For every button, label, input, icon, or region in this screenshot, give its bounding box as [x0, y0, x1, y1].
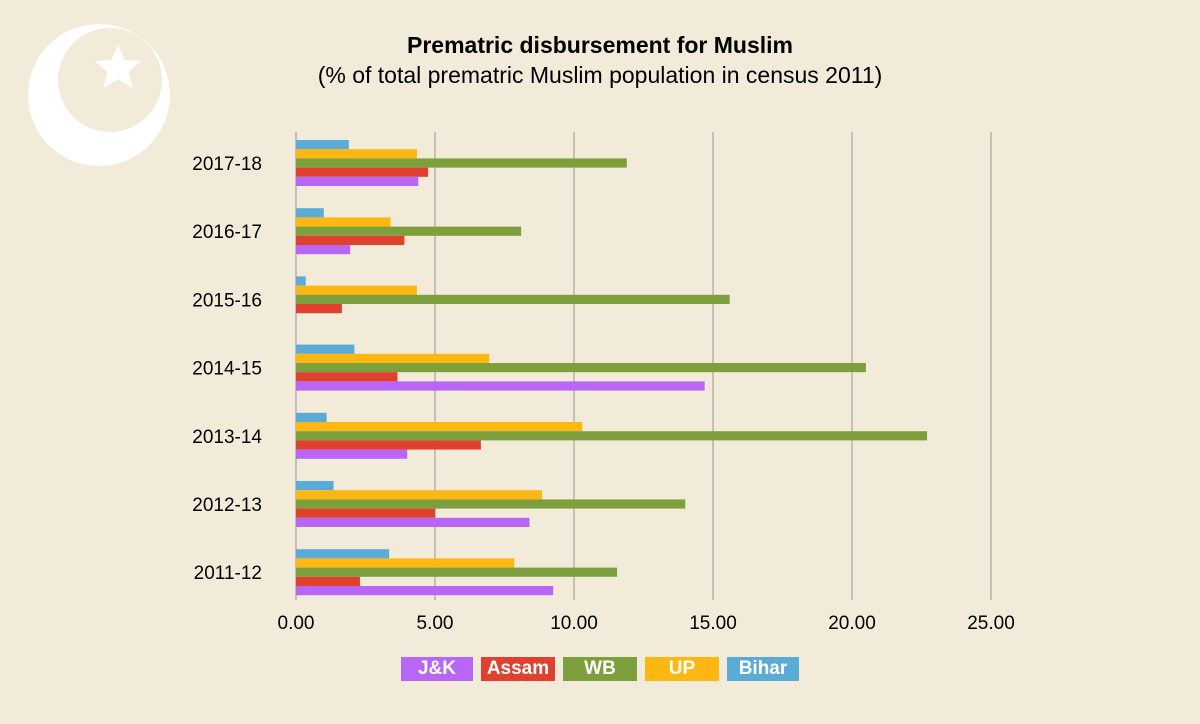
y-axis-labels: 2017-18 2016-17 2015-16 2014-15 2013-14 2012-… [192, 154, 262, 584]
bar-up-2016-17 [296, 217, 391, 227]
bar-assam-2015-16 [296, 304, 342, 314]
bar-assam-2012-13 [296, 508, 435, 518]
x-tick-label: 15.00 [689, 613, 737, 634]
legend-item-wb: WB [563, 657, 637, 681]
bar-wb-2015-16 [296, 294, 730, 304]
bar-bihar-2017-18 [296, 140, 349, 150]
bar-up-2015-16 [296, 285, 417, 295]
bar-assam-2016-17 [296, 235, 405, 245]
chart-legend: J&K Assam WB UP Bihar [0, 657, 1200, 681]
y-category-label: 2013-14 [192, 427, 262, 448]
legend-item-up: UP [645, 657, 719, 681]
legend-item-assam: Assam [481, 657, 555, 681]
x-tick-label: 5.00 [417, 613, 454, 634]
bar-assam-2011-12 [296, 576, 360, 586]
bar-wb-2017-18 [296, 158, 627, 168]
y-category-label: 2012-13 [192, 495, 262, 516]
bar-jk-2012-13 [296, 517, 530, 527]
bar-assam-2013-14 [296, 440, 481, 450]
bar-up-2011-12 [296, 558, 515, 568]
bar-bihar-2012-13 [296, 481, 334, 491]
x-tick-label: 0.00 [278, 613, 315, 634]
bar-up-2017-18 [296, 149, 417, 159]
bar-wb-2014-15 [296, 363, 866, 373]
x-axis-labels: 0.00 5.00 10.00 15.00 20.00 25.00 [278, 613, 1015, 634]
bar-jk-2014-15 [296, 381, 705, 391]
legend-item-jk: J&K [401, 657, 473, 681]
y-category-label: 2017-18 [192, 154, 262, 175]
bar-bihar-2015-16 [296, 276, 306, 286]
bar-wb-2011-12 [296, 567, 618, 577]
bar-wb-2012-13 [296, 499, 686, 509]
bar-up-2013-14 [296, 422, 583, 432]
bar-jk-2016-17 [296, 245, 351, 255]
x-tick-label: 25.00 [967, 613, 1015, 634]
bar-jk-2013-14 [296, 449, 408, 459]
legend-item-bihar: Bihar [727, 657, 799, 681]
bar-up-2014-15 [296, 353, 490, 363]
chart-bars [296, 140, 928, 596]
bar-assam-2017-18 [296, 167, 429, 177]
bar-bihar-2011-12 [296, 549, 390, 559]
y-category-label: 2015-16 [192, 290, 262, 311]
bar-wb-2013-14 [296, 431, 928, 441]
bar-bihar-2013-14 [296, 412, 327, 422]
chart-subtitle: (% of total prematric Muslim population … [317, 62, 883, 88]
bar-assam-2014-15 [296, 372, 398, 382]
bar-bihar-2016-17 [296, 208, 324, 218]
y-category-label: 2014-15 [192, 359, 262, 380]
bar-wb-2016-17 [296, 226, 522, 236]
x-tick-label: 20.00 [828, 613, 876, 634]
bar-bihar-2014-15 [296, 344, 355, 354]
x-tick-label: 10.00 [550, 613, 598, 634]
bar-jk-2017-18 [296, 176, 419, 186]
bar-up-2012-13 [296, 490, 543, 500]
chart-title: Prematric disbursement for Muslim [407, 32, 793, 58]
y-category-label: 2016-17 [192, 222, 262, 243]
bar-jk-2011-12 [296, 586, 554, 596]
crescent-star-icon [28, 24, 170, 166]
y-category-label: 2011-12 [194, 563, 262, 584]
